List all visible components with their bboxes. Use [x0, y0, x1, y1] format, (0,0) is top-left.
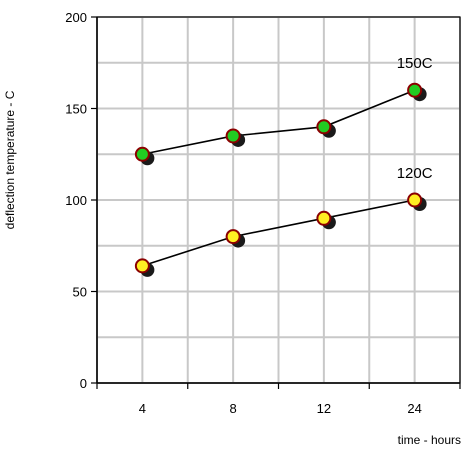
data-point	[407, 82, 423, 98]
y-tick-label: 200	[65, 10, 87, 25]
x-tick-label: 8	[230, 401, 237, 416]
x-tick-label: 24	[407, 401, 421, 416]
series: 150C 120C	[134, 55, 433, 277]
data-point	[225, 229, 241, 245]
data-point	[407, 192, 423, 208]
y-axis-title: deflection temperature - C	[3, 90, 17, 229]
series-line	[142, 199, 415, 267]
y-tick-label: 0	[80, 376, 87, 391]
x-axis-title: time - hours	[398, 433, 461, 447]
series-150C: 150C	[134, 55, 433, 166]
data-point	[316, 210, 332, 226]
y-tick-label: 50	[73, 285, 87, 300]
tick-labels: 0 50 100 150 200 4 8 12 24	[65, 10, 422, 416]
x-tick-label: 12	[317, 401, 331, 416]
x-tick-label: 4	[139, 401, 146, 416]
y-tick-label: 100	[65, 193, 87, 208]
series-label: 120C	[397, 165, 433, 182]
data-point	[134, 258, 150, 274]
data-point	[316, 119, 332, 135]
series-label: 150C	[397, 55, 433, 72]
data-point	[225, 128, 241, 144]
y-tick-label: 150	[65, 102, 87, 117]
series-line	[142, 89, 415, 156]
data-point	[134, 146, 150, 162]
axes	[91, 16, 461, 389]
series-120C: 120C	[134, 165, 433, 277]
